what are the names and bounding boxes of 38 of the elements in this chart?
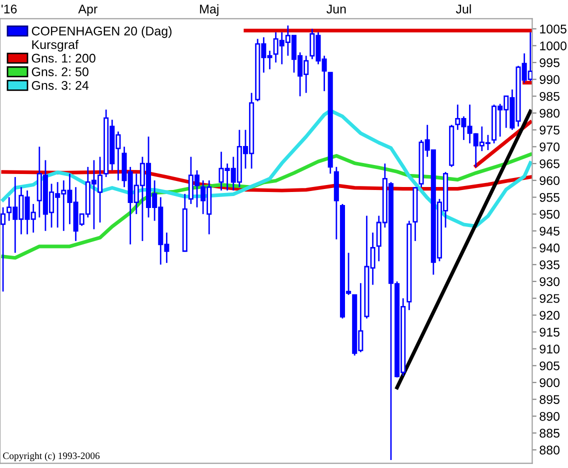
- y-tick-label: 990: [540, 75, 560, 84]
- legend-label: Gns. 1: 200: [32, 54, 96, 63]
- y-tick-label: 925: [540, 294, 560, 303]
- y-tick-label: 880: [540, 446, 560, 454]
- y-tick-label: 945: [540, 226, 560, 236]
- annotation: Kursgraf: [32, 40, 79, 52]
- y-tick-label: 970: [540, 142, 560, 152]
- y-tick-label: 950: [540, 210, 560, 219]
- legend-label: COPENHAGEN 20 (Dag): [32, 26, 172, 38]
- y-tick-label: 955: [540, 193, 560, 202]
- y-tick-label: 935: [540, 260, 560, 270]
- legend-label: Gns. 2: 50: [32, 67, 88, 76]
- y-tick-label: 920: [540, 310, 560, 320]
- candlestick: [0, 206, 6, 292]
- y-tick-label: 890: [540, 412, 560, 421]
- y-tick-label: 905: [540, 361, 560, 370]
- x-tick-label: Jul: [456, 4, 471, 14]
- y-tick-label: 940: [540, 244, 560, 252]
- y-tick-label: 910: [540, 344, 560, 354]
- y-tick-label: 915: [540, 328, 560, 337]
- y-tick-label: 1000: [540, 41, 566, 50]
- y-tick-label: 985: [540, 92, 560, 101]
- x-tick-label: '16: [2, 4, 17, 14]
- x-tick-label: Jun: [326, 4, 346, 14]
- y-tick-label: 980: [540, 108, 560, 118]
- y-tick-label: 1005: [540, 24, 566, 34]
- y-tick-label: 930: [540, 277, 560, 286]
- y-tick-label: 975: [540, 126, 560, 135]
- x-tick-label: Apr: [78, 4, 98, 16]
- y-tick-label: 900: [540, 378, 560, 388]
- legend-label: Gns. 3: 24: [32, 80, 89, 90]
- y-tick-label: 995: [540, 58, 560, 68]
- y-tick-label: 895: [540, 395, 560, 404]
- y-tick-label: 885: [540, 428, 560, 438]
- x-tick-label: Maj: [200, 4, 218, 16]
- annotation: Copyright (c) 1993-2006: [3, 452, 100, 462]
- y-tick-label: 965: [540, 159, 560, 168]
- y-tick-label: 960: [540, 176, 560, 186]
